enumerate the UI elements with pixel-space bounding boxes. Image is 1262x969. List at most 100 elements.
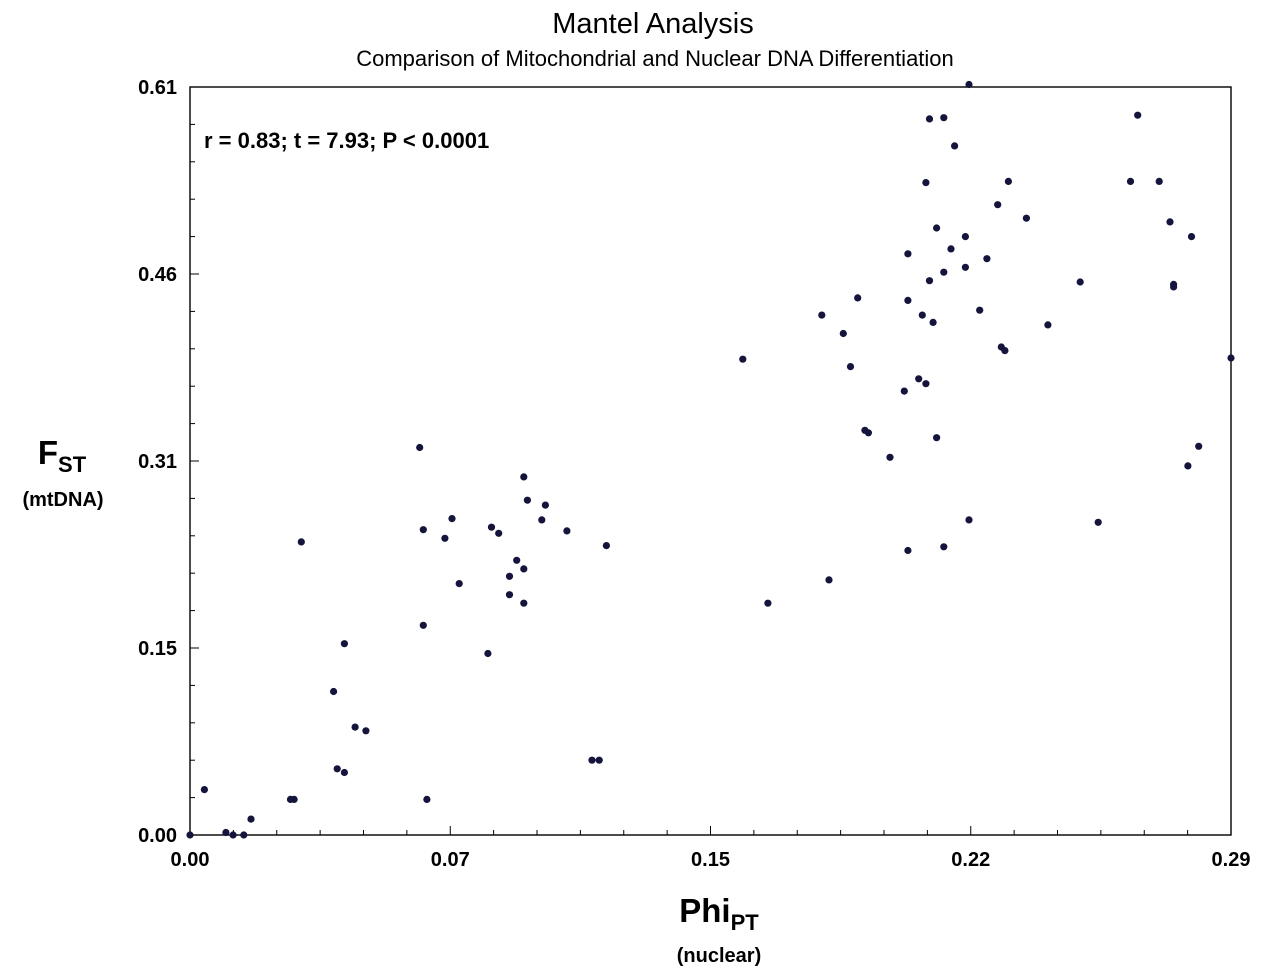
data-point: [229, 831, 237, 839]
x-tick-labels: 0.00 0.07 0.15 0.22 0.29: [171, 849, 1251, 871]
data-point: [904, 296, 912, 304]
x-minor-ticks: [232, 826, 1189, 835]
data-point: [1184, 462, 1192, 470]
data-point: [904, 546, 912, 555]
data-point: [846, 363, 855, 371]
data-point: [1044, 321, 1052, 329]
data-point: [864, 429, 873, 437]
data-point: [818, 311, 826, 319]
data-point: [1195, 442, 1203, 450]
data-point: [764, 599, 772, 607]
data-point: [940, 268, 948, 276]
data-point: [994, 201, 1002, 209]
data-point: [904, 250, 912, 258]
data-point: [538, 516, 546, 524]
x-tick-label: 0.15: [691, 849, 730, 871]
data-point: [330, 687, 338, 696]
data-point: [297, 538, 305, 546]
data-point: [602, 542, 611, 550]
y-tick-label: 0.61: [138, 77, 177, 99]
y-axis-label: FST: [38, 434, 87, 477]
y-axis-label-main: F: [38, 434, 58, 471]
data-point: [915, 375, 923, 383]
y-tick-label: 0.31: [138, 451, 177, 473]
data-point: [965, 80, 973, 89]
y-minor-ticks: [190, 123, 199, 799]
x-axis-unit: (nuclear): [677, 945, 761, 967]
y-axis-unit: (mtDNA): [22, 489, 103, 511]
data-point: [200, 786, 208, 794]
data-point: [340, 640, 348, 648]
data-point: [362, 727, 370, 735]
data-point: [487, 523, 496, 531]
x-tick-label: 0.29: [1212, 849, 1251, 871]
data-point: [1126, 177, 1135, 185]
data-point: [247, 815, 255, 823]
data-point: [951, 142, 959, 150]
data-point: [1094, 518, 1102, 526]
x-axis-label: PhiPT: [679, 892, 759, 935]
data-point: [825, 576, 833, 584]
data-point: [739, 355, 747, 363]
chart-subtitle: Comparison of Mitochondrial and Nuclear …: [356, 46, 954, 71]
data-point: [854, 294, 862, 302]
data-point: [933, 434, 941, 442]
data-point: [495, 529, 503, 537]
data-point: [513, 556, 521, 564]
data-point: [1001, 347, 1009, 355]
x-axis-label-subscript: PT: [731, 910, 760, 935]
data-point: [541, 501, 550, 509]
x-axis-label-main: Phi: [679, 892, 730, 929]
stat-annotation: r = 0.83; t = 7.93; P < 0.0001: [204, 128, 489, 153]
data-point: [520, 473, 528, 481]
data-point: [588, 756, 596, 764]
y-tick-label: 0.46: [138, 264, 177, 286]
data-point: [925, 115, 934, 123]
data-point: [563, 527, 571, 535]
x-tick-label: 0.07: [431, 849, 470, 871]
data-point: [983, 255, 991, 263]
data-point: [423, 795, 431, 804]
data-point: [1155, 177, 1163, 185]
y-tick-label: 0.15: [138, 638, 177, 660]
data-point: [918, 311, 926, 319]
data-point: [1187, 233, 1196, 241]
data-point: [886, 453, 894, 461]
data-point: [520, 599, 528, 607]
data-point: [922, 380, 930, 388]
data-point: [961, 263, 970, 271]
data-point: [419, 526, 427, 534]
data-point: [523, 496, 532, 504]
data-point: [290, 795, 298, 804]
data-point: [186, 831, 194, 839]
data-point: [351, 723, 359, 731]
y-tick-label: 0.00: [138, 825, 177, 847]
data-point: [1022, 214, 1030, 222]
data-point: [505, 572, 514, 580]
data-point: [419, 621, 427, 629]
data-point: [1170, 283, 1178, 291]
data-point: [416, 443, 424, 452]
data-point: [595, 756, 603, 764]
x-tick-label: 0.22: [951, 849, 990, 871]
data-point: [976, 306, 984, 314]
data-point: [940, 114, 948, 122]
data-point: [1134, 111, 1142, 119]
data-point: [940, 543, 948, 551]
y-axis-label-subscript: ST: [58, 452, 87, 477]
plot-frame: [189, 86, 1232, 836]
data-point: [1227, 354, 1235, 362]
data-points: [186, 80, 1235, 839]
data-point: [1076, 278, 1084, 286]
data-point: [448, 515, 456, 523]
data-point: [961, 233, 970, 241]
data-point: [333, 765, 341, 773]
data-point: [505, 591, 514, 599]
data-point: [839, 329, 847, 338]
data-point: [947, 245, 955, 253]
data-point: [484, 649, 492, 658]
data-point: [240, 831, 248, 839]
data-point: [929, 318, 937, 326]
data-point: [441, 534, 449, 542]
